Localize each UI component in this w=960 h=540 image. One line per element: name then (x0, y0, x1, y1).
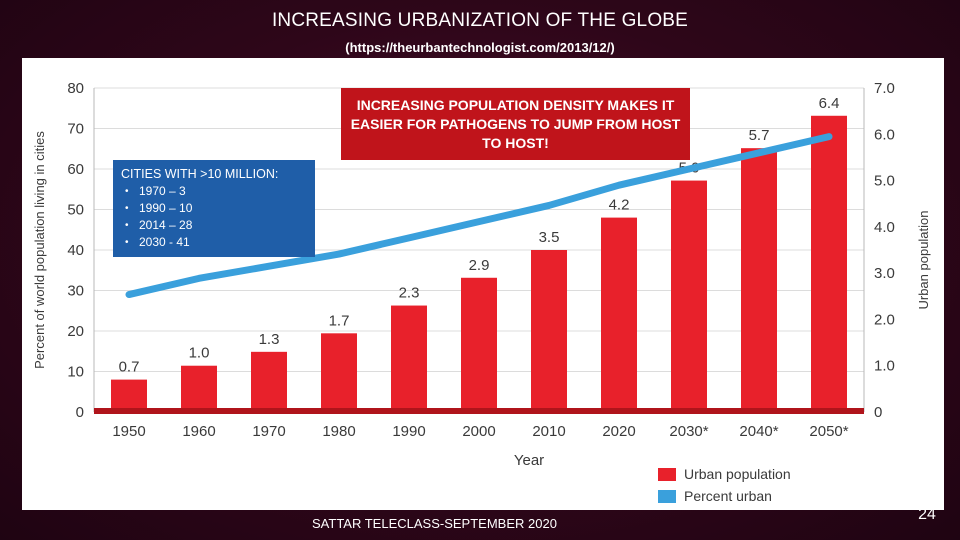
left-tick-label: 30 (67, 283, 84, 300)
bar-value-label: 2.9 (469, 257, 490, 274)
left-tick-label: 70 (67, 121, 84, 138)
megacities-infobox: CITIES WITH >10 MILLION: 1970 – 3 1990 –… (113, 160, 315, 257)
urban-population-bar (251, 351, 287, 412)
x-tick-label: 1990 (392, 423, 425, 440)
page-number: 24 (918, 506, 936, 523)
bar-value-label: 4.2 (609, 197, 630, 214)
left-tick-label: 80 (67, 80, 84, 97)
urban-population-bar (741, 148, 777, 412)
urban-population-bar (461, 277, 497, 412)
left-tick-label: 50 (67, 202, 84, 219)
infobox-item: 1990 – 10 (125, 200, 307, 217)
bar-value-label: 5.7 (749, 127, 770, 144)
urban-population-bar (811, 115, 847, 412)
x-tick-label: 2020 (602, 423, 635, 440)
bar-value-label: 1.7 (329, 312, 350, 329)
right-tick-label: 5.0 (874, 173, 895, 190)
bar-value-label: 1.0 (189, 345, 210, 362)
urbanization-chart: 0 10 20 30 40 50 60 70 80 0 1.0 2.0 3.0 4.0 5.0 6.0 7.0 P… (32, 80, 931, 504)
footer-text: SATTAR TELECLASS-SEPTEMBER 2020 (312, 516, 557, 531)
slide-title: INCREASING URBANIZATION OF THE GLOBE (271, 10, 689, 31)
left-tick-label: 60 (67, 161, 84, 178)
y-axis-title: Percent of world population living in ci… (32, 131, 47, 369)
urban-population-bar (601, 217, 637, 412)
x-tick-label: 2040* (739, 423, 778, 440)
left-tick-label: 20 (67, 323, 84, 340)
bar-value-label: 6.4 (819, 95, 840, 112)
urban-population-bar (671, 180, 707, 412)
callout-box: INCREASING POPULATION DENSITY MAKES IT E… (341, 88, 690, 160)
percent-urban-line (125, 133, 833, 299)
callout-text: INCREASING POPULATION DENSITY MAKES IT E… (350, 96, 681, 151)
right-tick-label: 4.0 (874, 219, 895, 236)
x-axis-title: Year (514, 452, 544, 469)
infobox-heading: CITIES WITH >10 MILLION: (121, 167, 279, 181)
x-tick-label: 1960 (182, 423, 215, 440)
bar-value-label: 2.3 (399, 285, 420, 302)
urban-population-bar (531, 250, 567, 412)
x-tick-label: 2000 (462, 423, 495, 440)
baseline-band (94, 408, 864, 414)
x-tick-label: 1980 (322, 423, 355, 440)
right-tick-label: 6.0 (874, 126, 895, 143)
infobox-list: 1970 – 3 1990 – 10 2014 – 28 2030 - 41 (121, 183, 307, 251)
legend-swatch-percent (658, 490, 676, 503)
urban-population-bar (391, 305, 427, 412)
urban-population-bar (181, 365, 217, 412)
urban-population-bar (321, 333, 357, 412)
x-tick-label: 1970 (252, 423, 285, 440)
x-tick-label: 2010 (532, 423, 565, 440)
source-url: (https://theurbantechnologist.com/2013/1… (345, 40, 615, 55)
x-tick-label: 2050* (809, 423, 848, 440)
x-tick-label: 2030* (669, 423, 708, 440)
right-tick-label: 3.0 (874, 265, 895, 282)
legend-swatch-urban (658, 468, 676, 481)
right-tick-label: 0 (874, 404, 882, 421)
bar-value-label: 3.5 (539, 229, 560, 246)
right-tick-label: 7.0 (874, 80, 895, 97)
right-tick-label: 1.0 (874, 358, 895, 375)
right-tick-label: 2.0 (874, 311, 895, 328)
left-tick-label: 40 (67, 242, 84, 259)
legend-label-percent: Percent urban (684, 488, 772, 504)
left-tick-label: 10 (67, 364, 84, 381)
legend-label-urban: Urban population (684, 466, 791, 482)
bar-value-label: 1.3 (259, 331, 280, 348)
left-tick-label: 0 (76, 404, 84, 421)
y2-axis-title: Urban population (916, 210, 931, 309)
x-tick-label: 1950 (112, 423, 145, 440)
infobox-item: 2030 - 41 (125, 234, 307, 251)
urban-population-bar (111, 379, 147, 412)
infobox-item: 1970 – 3 (125, 183, 307, 200)
bar-value-label: 0.7 (119, 359, 140, 376)
infobox-item: 2014 – 28 (125, 217, 307, 234)
